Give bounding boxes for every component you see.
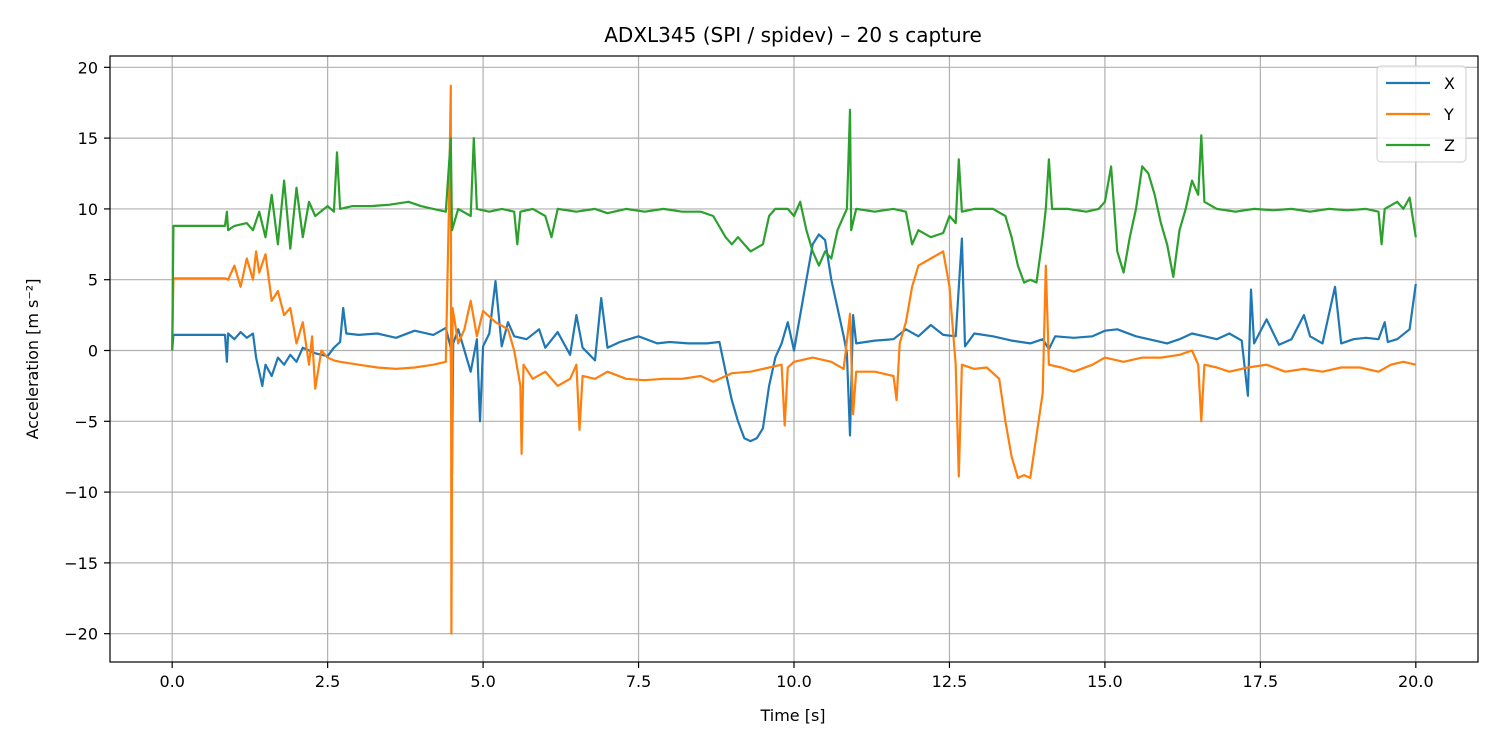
series-layer (171, 84, 1417, 635)
x-tick-label: 20.0 (1398, 672, 1434, 691)
legend-label-x: X (1444, 74, 1455, 93)
x-tick-label: 0.0 (159, 672, 184, 691)
y-tick-label: 0 (88, 342, 98, 361)
x-tick-label: 15.0 (1087, 672, 1123, 691)
y-tick-label: 20 (78, 58, 98, 77)
x-tick-label: 10.0 (776, 672, 812, 691)
y-tick-label: −15 (64, 554, 98, 573)
x-axis-ticks: 0.0 2.5 5.0 7.5 10.0 12.5 15.0 17.5 20.0 (159, 662, 1434, 691)
grid-lines (110, 56, 1478, 662)
x-tick-label: 7.5 (626, 672, 651, 691)
chart-title: ADXL345 (SPI / spidev) – 20 s capture (604, 23, 982, 47)
y-axis-label: Acceleration [m s⁻²] (23, 279, 42, 440)
series-line-x (171, 233, 1417, 475)
y-tick-label: 15 (78, 129, 98, 148)
legend-label-y: Y (1443, 105, 1454, 124)
y-tick-label: −20 (64, 625, 98, 644)
x-tick-label: 17.5 (1243, 672, 1279, 691)
legend-label-z: Z (1444, 136, 1455, 155)
series-line-z (171, 108, 1417, 351)
y-axis-ticks: −20 −15 −10 −5 0 5 10 15 20 (64, 58, 110, 644)
y-tick-label: −5 (74, 412, 98, 431)
x-tick-label: 12.5 (932, 672, 968, 691)
x-tick-label: 5.0 (470, 672, 495, 691)
y-tick-label: 5 (88, 271, 98, 290)
legend: XYZ (1376, 65, 1467, 163)
y-tick-label: 10 (78, 200, 98, 219)
series-line-y (171, 84, 1417, 635)
x-tick-label: 2.5 (315, 672, 340, 691)
x-axis-label: Time [s] (759, 706, 825, 725)
y-tick-label: −10 (64, 483, 98, 502)
